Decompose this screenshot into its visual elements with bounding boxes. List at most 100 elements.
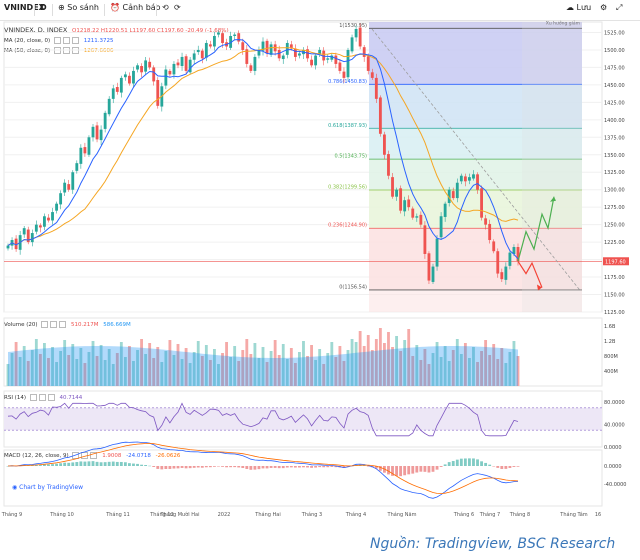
settings-icon[interactable]: ⚙: [600, 3, 608, 12]
save-button[interactable]: ☁ Lưu: [566, 3, 591, 12]
redo-icon[interactable]: ⟳: [174, 3, 181, 12]
candle-body: [427, 253, 431, 281]
candle-body: [245, 49, 249, 64]
volume-bar: [358, 331, 362, 386]
fib-level-label: 0.5(1343.75): [334, 154, 367, 160]
macd-histogram-bar: [164, 466, 168, 469]
price-tick-label: 1500.00: [604, 48, 625, 54]
macd-histogram-bar: [403, 466, 407, 476]
candle-body: [176, 62, 180, 66]
volume-bar: [237, 361, 241, 386]
volume-legend[interactable]: Volume (20) 510.217M 586.669M: [4, 321, 131, 328]
macd-pane-frame: [3, 449, 603, 507]
cloud-icon: ☁: [566, 3, 574, 12]
close-icon[interactable]: [71, 47, 79, 54]
ma20-legend[interactable]: MA (20, close, 0) 1211.3725: [4, 37, 113, 44]
macd-histogram-bar: [427, 466, 431, 473]
close-icon[interactable]: [71, 37, 79, 44]
volume-bar: [192, 352, 196, 386]
candle-body: [350, 37, 354, 52]
volume-bar: [79, 348, 83, 386]
x-tick-label: Tháng Năm: [387, 511, 417, 518]
ohlc-values: O1218.22 H1220.51 L1197.60 C1197.60 -20.…: [72, 28, 229, 34]
volume-bar: [91, 341, 95, 386]
visibility-icon[interactable]: [53, 47, 61, 54]
ma50-line: [7, 46, 519, 247]
rsi-legend[interactable]: RSI (14) 40.7144: [4, 394, 82, 401]
macd-histogram-bar: [63, 462, 67, 466]
replay-icon[interactable]: ⟲: [162, 3, 169, 12]
macd-value: -24.0718: [126, 453, 151, 459]
macd-histogram-bar: [123, 462, 127, 466]
candle-body: [318, 49, 322, 55]
interval-selector[interactable]: D: [40, 3, 47, 12]
main-legend[interactable]: VNINDEX, D, INDEX O1218.22 H1220.51 L119…: [4, 26, 229, 34]
volume-ma-value: 586.669M: [103, 322, 131, 328]
alert-button[interactable]: ⏰ Cảnh báo: [110, 3, 161, 12]
macd-histogram-bar: [472, 458, 475, 466]
candle-body: [115, 86, 119, 92]
macd-histogram-bar: [504, 466, 508, 469]
candle-body: [411, 208, 415, 218]
settings-icon[interactable]: [50, 321, 58, 328]
volume-bar: [119, 342, 123, 386]
volume-bar: [115, 353, 119, 386]
candle-body: [26, 229, 30, 243]
candle-body: [221, 33, 224, 43]
expand-icon[interactable]: ⤢: [616, 3, 623, 12]
candle-body: [111, 88, 115, 99]
volume-tick-label: 1.2B: [604, 339, 616, 345]
candle-body: [419, 214, 423, 225]
candle-body: [71, 172, 75, 190]
macd-histogram-bar: [480, 461, 483, 466]
settings-icon[interactable]: [38, 394, 46, 401]
macd-legend[interactable]: MACD (12, 26, close, 9) 1.9008 -24.0718 …: [4, 452, 180, 459]
fib-level-label: 0(1156.54): [339, 284, 367, 290]
volume-bar: [391, 347, 394, 386]
price-tick-label: 1375.00: [604, 135, 625, 141]
rsi-label: RSI (14): [4, 395, 26, 401]
symbol-search[interactable]: VNINDEX: [4, 3, 45, 12]
candle-body: [188, 59, 192, 73]
candle-body: [423, 225, 427, 254]
macd-histogram-bar: [225, 466, 228, 468]
visibility-icon[interactable]: [53, 37, 61, 44]
volume-bar: [383, 343, 386, 386]
rsi-tick-label: 0.0000: [604, 445, 622, 451]
macd-histogram-bar: [500, 466, 504, 469]
macd-tick-label: -40.0000: [604, 482, 626, 488]
visibility-icon[interactable]: [29, 394, 37, 401]
close-icon[interactable]: [59, 321, 67, 328]
close-icon[interactable]: [90, 452, 98, 459]
macd-histogram-bar: [435, 466, 439, 470]
volume-tick-label: 800M: [604, 354, 618, 360]
volume-bar: [208, 360, 212, 386]
candle-body: [407, 199, 411, 208]
volume-bar: [289, 348, 293, 386]
macd-histogram-bar: [378, 466, 382, 471]
visibility-icon[interactable]: [41, 321, 49, 328]
volume-bar: [403, 340, 407, 386]
settings-icon[interactable]: [62, 47, 70, 54]
macd-histogram-bar: [281, 466, 285, 469]
ma50-legend[interactable]: MA (50, close, 0) 1267.6606: [4, 47, 113, 54]
candle-body: [91, 126, 95, 138]
candle-body: [277, 49, 281, 59]
volume-bar: [59, 351, 63, 386]
candle-body: [447, 189, 451, 203]
macd-histogram-bar: [168, 466, 172, 469]
fib-level-label: 0.236(1244.90): [328, 223, 367, 229]
macd-histogram-bar: [310, 466, 313, 468]
candle-body: [43, 216, 46, 227]
volume-bar: [168, 340, 172, 386]
close-icon[interactable]: [47, 394, 55, 401]
volume-ma-area: [8, 346, 518, 386]
volume-bar: [132, 361, 135, 386]
macd-histogram-bar: [265, 466, 269, 469]
macd-histogram-bar: [415, 466, 419, 473]
macd-histogram-bar: [245, 466, 249, 469]
settings-icon[interactable]: [62, 37, 70, 44]
tradingview-brand[interactable]: ◉ Chart by TradingView: [12, 484, 83, 491]
compare-button[interactable]: ⊕ So sánh: [58, 3, 99, 12]
candle-body: [298, 53, 301, 56]
